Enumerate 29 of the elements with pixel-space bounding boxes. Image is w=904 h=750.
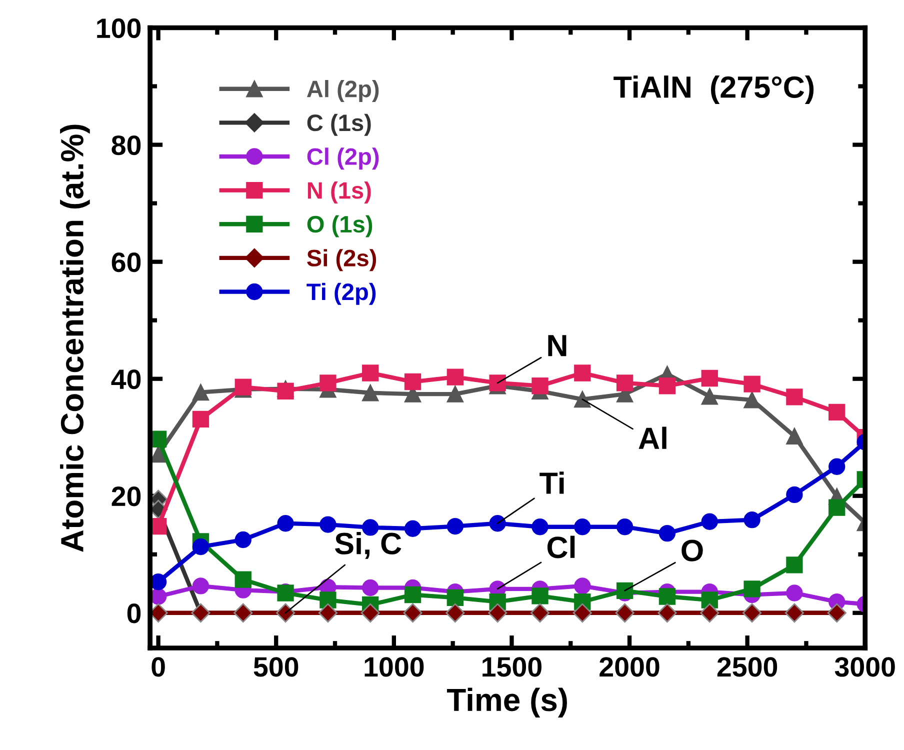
x-tick-label: 2000: [600, 657, 660, 677]
legend-label: Si (2s): [307, 249, 376, 272]
legend-label: Ti (2p): [306, 282, 376, 305]
x-tick-label: 0: [152, 657, 165, 677]
legend-label: Cl (2p): [307, 148, 379, 170]
x-axis-title: Time (s): [447, 688, 567, 718]
y-tick-label: 100: [97, 18, 141, 38]
x-tick-label: 3000: [834, 657, 895, 677]
y-tick-label: 80: [112, 135, 141, 156]
x-tick-label: 500: [254, 657, 298, 677]
x-tick-label: 2500: [717, 657, 778, 677]
x-tick-label: 1500: [482, 657, 542, 677]
y-tick-label: 20: [112, 486, 141, 506]
y-tick-label: 60: [112, 252, 141, 272]
legend-label: Al (2p): [306, 80, 379, 102]
y-tick-label: 40: [111, 370, 141, 390]
annotation: N: [548, 335, 566, 356]
x-tick-label: 1000: [364, 657, 424, 677]
text: TiAlN (275°C): [614, 76, 814, 104]
legend-label: C (1s): [307, 114, 371, 136]
y-tick-label: 0: [127, 604, 141, 624]
annotation: O: [682, 540, 703, 562]
legend-label: N (1s): [308, 181, 371, 204]
annotation: Si, C: [335, 532, 402, 559]
annotation: Al: [638, 426, 666, 449]
y-axis-title: Atomic Concentration (at.%): [60, 124, 90, 552]
legend-label: O (1s): [307, 215, 372, 238]
annotation: Ti: [540, 472, 564, 494]
annotation: Cl: [547, 536, 575, 558]
